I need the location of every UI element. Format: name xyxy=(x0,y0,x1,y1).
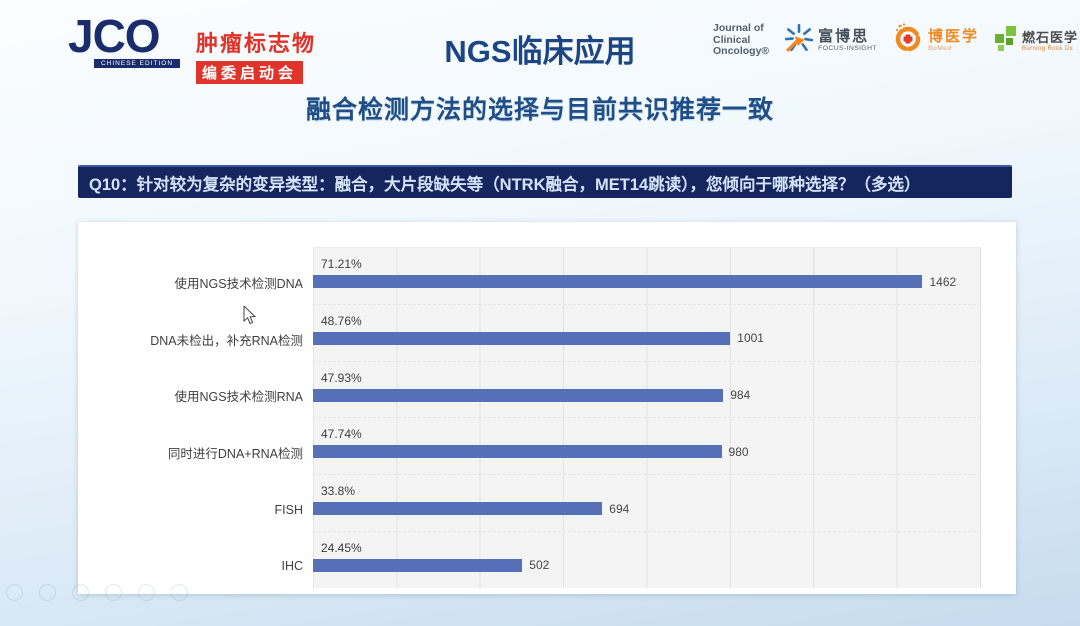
joco-line3: Oncology® xyxy=(712,45,770,58)
category-label: IHC xyxy=(281,559,303,574)
toolbar-ghost-icon[interactable] xyxy=(138,584,155,601)
toolbar-ghost-icon[interactable] xyxy=(105,584,122,601)
row-plot-area: 71.21% 1462 xyxy=(313,247,981,304)
value-bar xyxy=(313,502,603,516)
row-plot-area: 33.8% 694 xyxy=(313,474,981,531)
bar-line: 1462 xyxy=(313,274,980,289)
value-bar xyxy=(313,558,523,572)
value-label: 980 xyxy=(728,444,749,459)
partner-logos: Journal of Clinical Oncology® xyxy=(713,22,1078,59)
jco-edition-label: CHINESE EDITION xyxy=(94,59,180,68)
percent-label: 33.8% xyxy=(321,484,356,499)
percent-label: 48.76% xyxy=(321,313,362,328)
value-bar xyxy=(313,445,722,459)
chart-row: DNA未检出，补充RNA检测 48.76% 1001 xyxy=(78,303,1016,361)
toolbar-ghost-icon[interactable] xyxy=(6,584,23,601)
category-label: 使用NGS技术检测RNA xyxy=(174,390,303,405)
jco-event-badge: 肿瘤标志物 编委启动会 xyxy=(196,14,316,84)
focus-insight-cn: 富博思 xyxy=(818,28,870,45)
joco-line1: Journal of xyxy=(712,22,764,35)
focus-insight-en: FOCUS-INSIGHT xyxy=(818,45,877,52)
jco-acronym: JCO xyxy=(68,10,161,62)
toolbar-ghost-icon[interactable] xyxy=(72,584,89,601)
bar-line: 980 xyxy=(313,444,980,459)
green-blocks-icon xyxy=(994,24,1018,57)
category-label: 使用NGS技术检测DNA xyxy=(174,276,303,291)
value-bar xyxy=(313,388,724,402)
bar-line: 694 xyxy=(313,501,980,516)
toolbar-ghost-icon[interactable] xyxy=(171,584,188,601)
bar-chart: 使用NGS技术检测DNA 71.21% 1462 DNA未检出，补充RNA检测 48.7… xyxy=(78,247,1016,588)
jco-logo: JCO CHINESE EDITION 肿瘤标志物 编委启动会 xyxy=(68,10,316,84)
chart-row: 使用NGS技术检测RNA 47.93% 984 xyxy=(78,360,1016,418)
orange-ring-icon xyxy=(892,22,924,59)
bar-line: 1001 xyxy=(313,331,980,346)
value-label: 984 xyxy=(730,388,751,403)
question-text: Q10：针对较为复杂的变异类型：融合，大片段缺失等（NTRK融合，MET14跳读… xyxy=(89,175,921,194)
slide-subtitle: 融合检测方法的选择与目前共识推荐一致 xyxy=(305,96,774,124)
chart-row: FISH 33.8% 694 xyxy=(78,474,1016,531)
chart-card: 使用NGS技术检测DNA 71.21% 1462 DNA未检出，补充RNA检测 48.7… xyxy=(78,222,1016,594)
row-plot-area: 47.74% 980 xyxy=(313,417,981,475)
jco-logo-text: JCO CHINESE EDITION xyxy=(68,10,180,68)
burning-rock-en: Burning Rock Dx xyxy=(1021,45,1074,52)
bomed-en: BoMed xyxy=(927,45,952,52)
event-subtitle: 编委启动会 xyxy=(196,61,304,84)
row-plot-area: 48.76% 1001 xyxy=(313,303,981,361)
bomed-cn: 博医学 xyxy=(927,28,979,45)
burning-rock-cn: 燃石医学 xyxy=(1021,29,1078,45)
joco-line2: Clinical xyxy=(712,33,751,46)
row-plot-area: 47.93% 984 xyxy=(313,360,981,418)
bomed-logo: 博医学 BoMed xyxy=(892,22,979,59)
focus-insight-logo: 富博思 FOCUS-INSIGHT xyxy=(784,23,877,58)
burning-rock-logo: 燃石医学 Burning Rock Dx xyxy=(994,24,1078,57)
percent-label: 24.45% xyxy=(321,540,362,555)
value-bar xyxy=(313,331,731,345)
ghost-toolbar xyxy=(6,584,188,601)
bar-line: 502 xyxy=(313,558,980,573)
percent-label: 47.74% xyxy=(321,427,362,442)
journal-of-clinical-oncology-logo: Journal of Clinical Oncology® xyxy=(713,23,769,58)
value-label: 1462 xyxy=(929,274,957,289)
value-label: 502 xyxy=(529,558,550,573)
row-plot-area: 24.45% 502 xyxy=(313,530,981,588)
mouse-cursor xyxy=(243,304,257,326)
chart-row: 使用NGS技术检测DNA 71.21% 1462 xyxy=(78,247,1016,304)
toolbar-ghost-icon[interactable] xyxy=(39,584,56,601)
event-title: 肿瘤标志物 xyxy=(196,31,317,56)
chart-row: IHC 24.45% 502 xyxy=(78,530,1016,588)
category-label: DNA未检出，补充RNA检测 xyxy=(150,333,303,348)
value-bar xyxy=(313,275,923,288)
question-bar: Q10：针对较为复杂的变异类型：融合，大片段缺失等（NTRK融合，MET14跳读… xyxy=(78,165,1012,198)
category-label: 同时进行DNA+RNA检测 xyxy=(167,447,303,462)
starburst-icon xyxy=(784,23,814,58)
category-label: FISH xyxy=(274,502,303,517)
bar-line: 984 xyxy=(313,388,980,403)
percent-label: 71.21% xyxy=(321,257,362,271)
value-label: 1001 xyxy=(737,331,764,346)
percent-label: 47.93% xyxy=(321,370,362,385)
value-label: 694 xyxy=(609,501,630,516)
chart-row: 同时进行DNA+RNA检测 47.74% 980 xyxy=(78,417,1016,475)
page-title: NGS临床应用 xyxy=(444,34,636,69)
